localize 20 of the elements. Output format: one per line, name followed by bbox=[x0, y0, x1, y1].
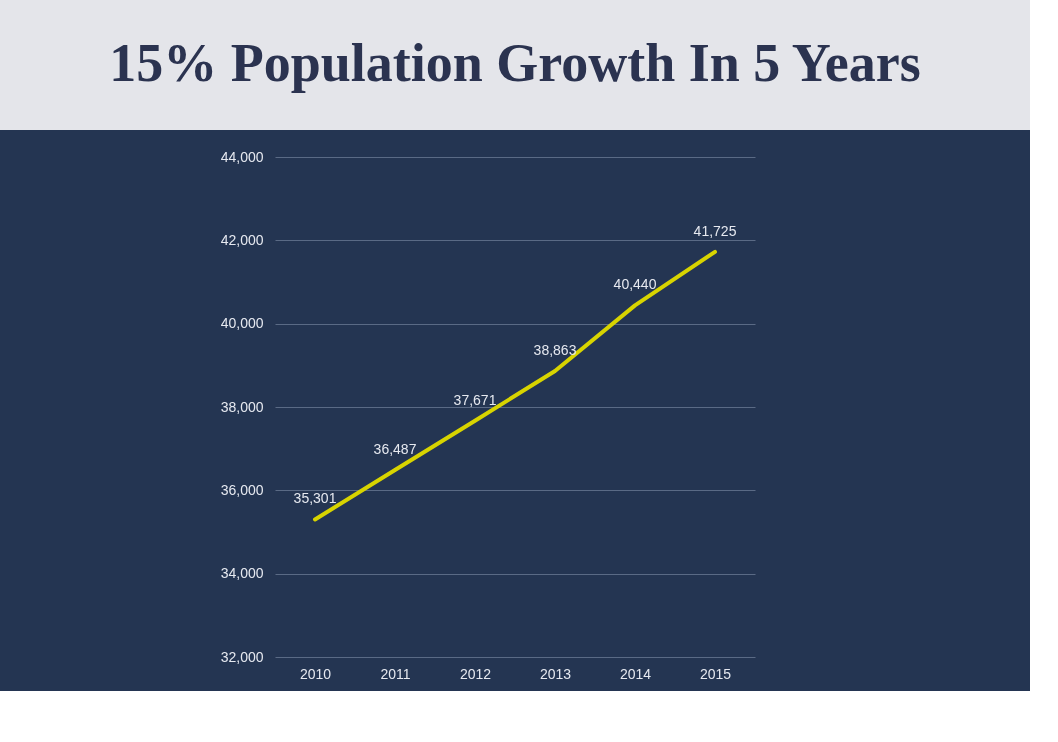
data-label: 40,440 bbox=[613, 276, 657, 293]
chart-title: 15% Population Growth In 5 Years bbox=[109, 33, 921, 93]
y-tick-label: 36,000 bbox=[220, 481, 264, 498]
data-label: 41,725 bbox=[693, 222, 737, 239]
x-tick-label: 2010 bbox=[299, 665, 332, 682]
y-tick-label: 44,000 bbox=[220, 148, 264, 165]
x-tick-label: 2013 bbox=[539, 665, 572, 682]
data-label: 38,863 bbox=[533, 342, 577, 359]
data-label: 37,671 bbox=[453, 391, 497, 408]
y-tick-label: 34,000 bbox=[220, 565, 264, 582]
x-tick-label: 2014 bbox=[619, 665, 652, 682]
y-tick-label: 32,000 bbox=[220, 648, 264, 665]
x-tick-label: 2011 bbox=[380, 665, 411, 682]
y-tick-label: 42,000 bbox=[220, 231, 264, 248]
y-tick-label: 38,000 bbox=[220, 398, 264, 415]
y-tick-label: 40,000 bbox=[220, 315, 264, 332]
x-tick-label: 2015 bbox=[699, 665, 732, 682]
x-tick-label: 2012 bbox=[459, 665, 492, 682]
data-label: 35,301 bbox=[293, 490, 337, 507]
data-label: 36,487 bbox=[373, 441, 417, 458]
